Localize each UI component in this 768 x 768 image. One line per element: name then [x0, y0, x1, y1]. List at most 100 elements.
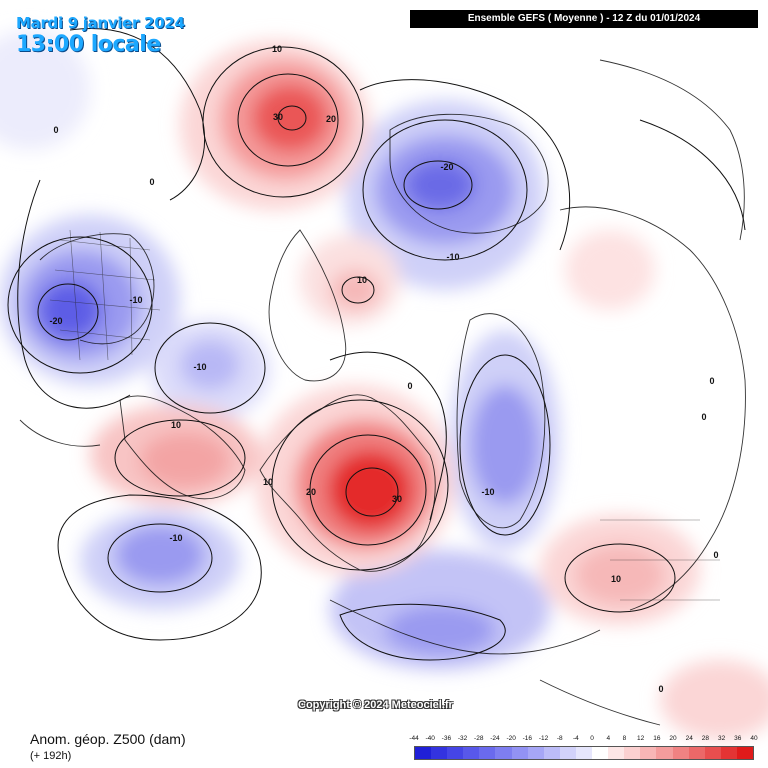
- alaska-10-contour: [459, 354, 551, 536]
- color-scale-tick: 40: [750, 735, 758, 742]
- color-scale-tick: 28: [701, 735, 710, 742]
- color-scale-swatch: [736, 747, 753, 759]
- color-scale-tick: -12: [538, 735, 549, 742]
- contour-label: -20: [440, 162, 453, 172]
- atlantic-30-contour: [277, 105, 307, 131]
- color-scale-tick: -4: [573, 735, 579, 742]
- color-scale-tick: -24: [490, 735, 500, 742]
- color-scale-tick: 16: [653, 735, 661, 742]
- greenland-20-contour: [37, 283, 99, 341]
- contour-label: -10: [129, 295, 142, 305]
- contour-label: 0: [149, 177, 154, 187]
- color-scale-tick: -20: [506, 735, 516, 742]
- color-scale-swatch: [559, 747, 576, 759]
- arctic-10-contour: [341, 276, 375, 304]
- contour-label: 20: [326, 114, 336, 124]
- color-scale-tick: 4: [606, 735, 611, 742]
- africa-10-contour: [564, 543, 676, 613]
- atlantic-20-contour: [237, 73, 339, 167]
- mexico-10-contour: [114, 419, 246, 497]
- ne-pos-patch: [565, 230, 655, 310]
- coastlines: [19, 59, 746, 726]
- color-scale-swatch: [720, 747, 737, 759]
- canada-10-contour: [154, 322, 266, 414]
- contour-label: 10: [171, 420, 181, 430]
- contour-label: 20: [306, 487, 316, 497]
- color-scale-tick: -28: [474, 735, 484, 742]
- color-scale-tick: -40: [425, 735, 435, 742]
- siberia-20-contour: [403, 160, 473, 210]
- color-scale-swatch: [543, 747, 560, 759]
- se-pos-patch: [660, 660, 768, 740]
- color-scale-bar: [414, 746, 754, 760]
- color-scale-swatch: [575, 747, 593, 759]
- contour-label: -10: [193, 362, 206, 372]
- color-scale-swatch: [656, 747, 673, 759]
- pacific-low-core: [115, 525, 205, 585]
- color-scale-tick: -44: [409, 735, 419, 742]
- atlantic-10-contour: [202, 46, 364, 198]
- contour-label: 10: [611, 574, 621, 584]
- contour-label: 10: [272, 44, 282, 54]
- siberia-low-core: [405, 160, 475, 210]
- contour-label: 0: [53, 125, 58, 135]
- color-scale-swatch: [624, 747, 641, 759]
- contour-label: 10: [357, 275, 367, 285]
- color-scale-tick: 20: [669, 735, 677, 742]
- color-scale-swatch: [511, 747, 528, 759]
- arctic-high-core: [330, 270, 380, 310]
- grid-lines: [49, 229, 720, 601]
- color-scale-tick: -36: [441, 735, 452, 742]
- color-scale-swatch: [688, 747, 705, 759]
- east-asia-trough-core: [385, 605, 495, 655]
- contour-label: 0: [701, 412, 706, 422]
- color-scale: -44 -40 -36 -32 -28 -24 -20 -16 -12 -8 -4 0 4 8 12 16 20…: [409, 735, 758, 763]
- europe-10-contour: [271, 399, 449, 571]
- forecast-date: Mardi 9 janvier 2024: [16, 14, 185, 32]
- color-scale-tick: 24: [685, 735, 693, 742]
- color-scale-tick: 8: [622, 735, 627, 742]
- europe-30-contour: [345, 467, 399, 517]
- contour-label: -10: [481, 487, 494, 497]
- color-scale-swatch: [527, 747, 544, 759]
- trough-10-contour: [339, 603, 506, 661]
- zero-contour: [69, 28, 205, 201]
- lead-time: (+ 192h): [30, 750, 72, 762]
- color-scale-tick: -16: [522, 735, 533, 742]
- contour-label: 0: [713, 550, 718, 560]
- copyright: Copyright © 2024 Meteociel.fr: [298, 699, 453, 711]
- color-scale-tick: -8: [556, 735, 563, 742]
- anomaly-shading: [0, 30, 768, 740]
- contour-label: 30: [392, 494, 402, 504]
- color-scale-tick: 0: [590, 735, 594, 742]
- siberia-10-contour: [362, 119, 528, 261]
- contour-label: 0: [407, 381, 412, 391]
- contour-label: 0: [709, 376, 714, 386]
- zero-contour: [17, 179, 131, 409]
- color-scale-swatch: [704, 747, 721, 759]
- zero-contour: [57, 494, 262, 641]
- canada-ring-core: [180, 340, 240, 390]
- color-scale-tick: 12: [637, 735, 645, 742]
- zero-contour: [639, 119, 746, 231]
- color-scale-swatch: [640, 747, 657, 759]
- color-scale-tick: -32: [457, 735, 468, 742]
- greenland-low-core: [38, 280, 102, 340]
- forecast-local-time: 13:00 locale: [16, 32, 161, 57]
- pacific-10-contour: [107, 523, 213, 593]
- color-scale-tick: 36: [734, 735, 742, 742]
- contour-label: 30: [273, 112, 283, 122]
- parameter-title: Anom. géop. Z500 (dam): [30, 731, 186, 747]
- contour-label: -10: [446, 252, 459, 262]
- contour-labels: -20 -10 -10 -20 -10 -10 -10 30 20 10 30 …: [49, 44, 718, 694]
- color-scale-swatch: [592, 747, 609, 759]
- contour-label: -20: [49, 316, 62, 326]
- color-scale-tick: 32: [717, 735, 726, 742]
- alaska-low-core: [470, 385, 540, 505]
- atlantic-high-core: [252, 84, 328, 152]
- europe-high-core: [328, 450, 412, 530]
- zero-contour: [329, 351, 447, 521]
- color-scale-ticks: -44 -40 -36 -32 -28 -24 -20 -16 -12 -8 -4 0 4 8 12 16 20…: [409, 735, 758, 745]
